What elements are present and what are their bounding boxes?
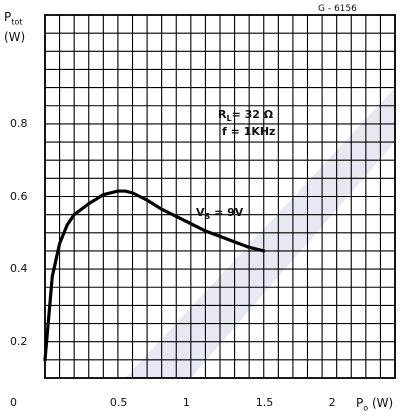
x-tick-label: 0.5 [109,396,128,409]
y-tick-label: 0.2 [10,334,28,348]
condition-frequency: f = 1KHz [222,125,276,138]
y-tick-label: 0.4 [10,262,28,276]
y-tick-label: 0.8 [10,116,28,130]
x-tick-label: 2 [328,396,336,409]
plot-frame [44,14,396,379]
x-axis-label: Po (W) [356,396,394,413]
figure-code: G - 6156 [318,4,357,14]
condition-load-resistance: RL= 32 Ω [218,108,274,124]
y-tick-label: 0.6 [10,189,28,203]
x-tick-label: 0 [10,396,17,409]
series-label-vs: VS = 9V [196,206,244,222]
y-axis-label: Ptot [4,10,23,27]
y-axis-unit: (W) [4,30,26,44]
x-tick-label: 1.5 [255,396,274,409]
series-line-vs [43,189,266,362]
x-tick-label: 1 [182,396,190,409]
